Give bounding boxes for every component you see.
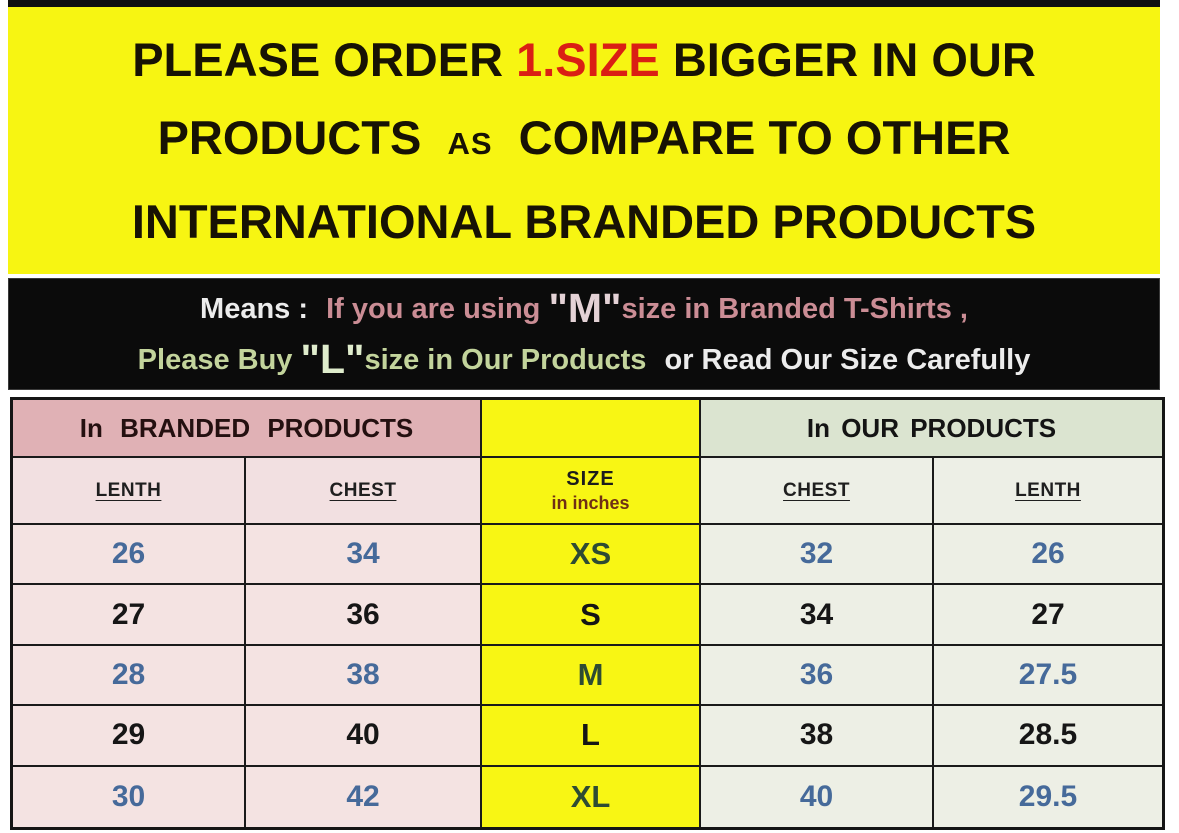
cell-branded-lenth: 26	[13, 525, 246, 586]
cell-our-lenth: 29.5	[934, 766, 1162, 827]
value-branded-chest: 40	[346, 718, 380, 752]
value-size: S	[580, 596, 601, 632]
notice-line-2: PRODUCTS AS COMPARE TO OTHER	[8, 99, 1160, 183]
value-our-chest: 34	[799, 597, 834, 631]
value-size: XS	[569, 536, 612, 572]
means-rose-post: size in Branded T-Shirts ,	[621, 293, 968, 325]
cell-our-lenth: 27.5	[934, 645, 1162, 707]
notice-line-3: INTERNATIONAL BRANDED PRODUCTS	[8, 183, 1160, 261]
cell-size: XL	[482, 766, 701, 827]
our-lenth-label: LENTH	[1015, 479, 1081, 501]
cell-branded-chest: 40	[246, 706, 482, 767]
value-our-lenth: 28.5	[1018, 718, 1078, 752]
cell-branded-chest: 42	[246, 766, 482, 827]
size-section-header-spacer	[482, 400, 701, 458]
notice-line2-pre: PRODUCTS	[157, 111, 422, 164]
cell-size: M	[482, 645, 701, 707]
value-branded-chest: 42	[346, 779, 380, 813]
value-branded-lenth: 27	[111, 597, 146, 631]
cell-our-chest: 34	[701, 585, 934, 646]
cell-size: L	[482, 706, 701, 767]
means-line-2: Please Buy "L"size in Our Products or Re…	[9, 335, 1159, 386]
means-rose-pre: If you are using	[326, 293, 541, 325]
value-our-lenth: 29.5	[1018, 779, 1078, 813]
cell-branded-lenth: 30	[13, 766, 246, 827]
notice-line2-post: COMPARE TO OTHER	[518, 111, 1011, 164]
value-our-chest: 40	[799, 779, 834, 813]
cell-branded-chest: 38	[246, 645, 482, 707]
value-branded-lenth: 29	[111, 718, 146, 752]
cell-our-chest: 38	[701, 706, 934, 767]
cell-size: XS	[482, 525, 701, 586]
value-our-chest: 36	[799, 657, 834, 691]
value-branded-lenth: 30	[111, 779, 146, 813]
our-section-title: In OUR PRODUCTS	[806, 412, 1057, 443]
cell-our-chest: 36	[701, 645, 934, 707]
size-label: SIZE	[566, 467, 615, 490]
notice-line-1: PLEASE ORDER 1.SIZE BIGGER IN OUR	[8, 21, 1160, 99]
our-section-header: In OUR PRODUCTS	[701, 400, 1162, 458]
value-size: M	[577, 656, 604, 692]
value-branded-chest: 34	[346, 537, 380, 571]
value-branded-chest: 36	[346, 597, 380, 631]
notice-line2-as: AS	[447, 126, 493, 161]
value-branded-chest: 38	[346, 657, 380, 691]
cell-our-lenth: 27	[934, 585, 1162, 646]
value-our-chest: 38	[799, 718, 834, 752]
value-our-lenth: 27	[1031, 597, 1065, 631]
means-label: Means :	[200, 293, 309, 325]
cell-size: S	[482, 585, 701, 646]
cell-our-chest: 40	[701, 766, 934, 827]
means-white-tail: or Read Our Size Carefully	[664, 344, 1031, 376]
means-green-mid: size in Our Products	[364, 344, 647, 376]
cell-branded-lenth: 29	[13, 706, 246, 767]
col-header-branded-lenth: LENTH	[13, 458, 246, 525]
notice-banner: PLEASE ORDER 1.SIZE BIGGER IN OUR PRODUC…	[8, 0, 1160, 274]
col-header-branded-chest: CHEST	[246, 458, 482, 525]
value-our-chest: 32	[799, 537, 834, 571]
cell-branded-chest: 34	[246, 525, 482, 586]
branded-lenth-label: LENTH	[95, 479, 162, 501]
notice-line1-post: BIGGER IN OUR	[672, 33, 1036, 86]
cell-branded-chest: 36	[246, 585, 482, 646]
branded-section-title: In BRANDED PRODUCTS	[79, 412, 414, 443]
value-size: XL	[570, 778, 611, 814]
notice-size-highlight: 1.SIZE	[516, 33, 660, 86]
cell-branded-lenth: 27	[13, 585, 246, 646]
means-size-m: "M"	[548, 285, 622, 331]
size-sub-label: in inches	[551, 492, 630, 513]
value-branded-lenth: 28	[111, 657, 146, 691]
value-our-lenth: 26	[1031, 537, 1065, 571]
means-line-1: Means : If you are using "M"size in Bran…	[9, 284, 1159, 335]
notice-line1-pre: PLEASE ORDER	[132, 33, 504, 86]
our-chest-label: CHEST	[783, 479, 850, 501]
col-header-our-lenth: LENTH	[934, 458, 1162, 525]
branded-chest-label: CHEST	[329, 479, 397, 501]
means-green-pre: Please Buy	[137, 344, 293, 376]
col-header-size: SIZE in inches	[482, 458, 701, 525]
cell-our-chest: 32	[701, 525, 934, 586]
means-size-l: "L"	[300, 336, 365, 382]
cell-branded-lenth: 28	[13, 645, 246, 707]
value-size: L	[581, 717, 600, 753]
notice-line3-text: INTERNATIONAL BRANDED PRODUCTS	[131, 195, 1037, 248]
cell-our-lenth: 26	[934, 525, 1162, 586]
means-banner: Means : If you are using "M"size in Bran…	[8, 278, 1160, 390]
size-chart-table: In BRANDED PRODUCTS In OUR PRODUCTS LENT…	[10, 397, 1165, 830]
cell-our-lenth: 28.5	[934, 706, 1162, 767]
branded-section-header: In BRANDED PRODUCTS	[13, 400, 482, 458]
value-our-lenth: 27.5	[1018, 657, 1078, 691]
col-header-our-chest: CHEST	[701, 458, 934, 525]
value-branded-lenth: 26	[111, 537, 146, 571]
